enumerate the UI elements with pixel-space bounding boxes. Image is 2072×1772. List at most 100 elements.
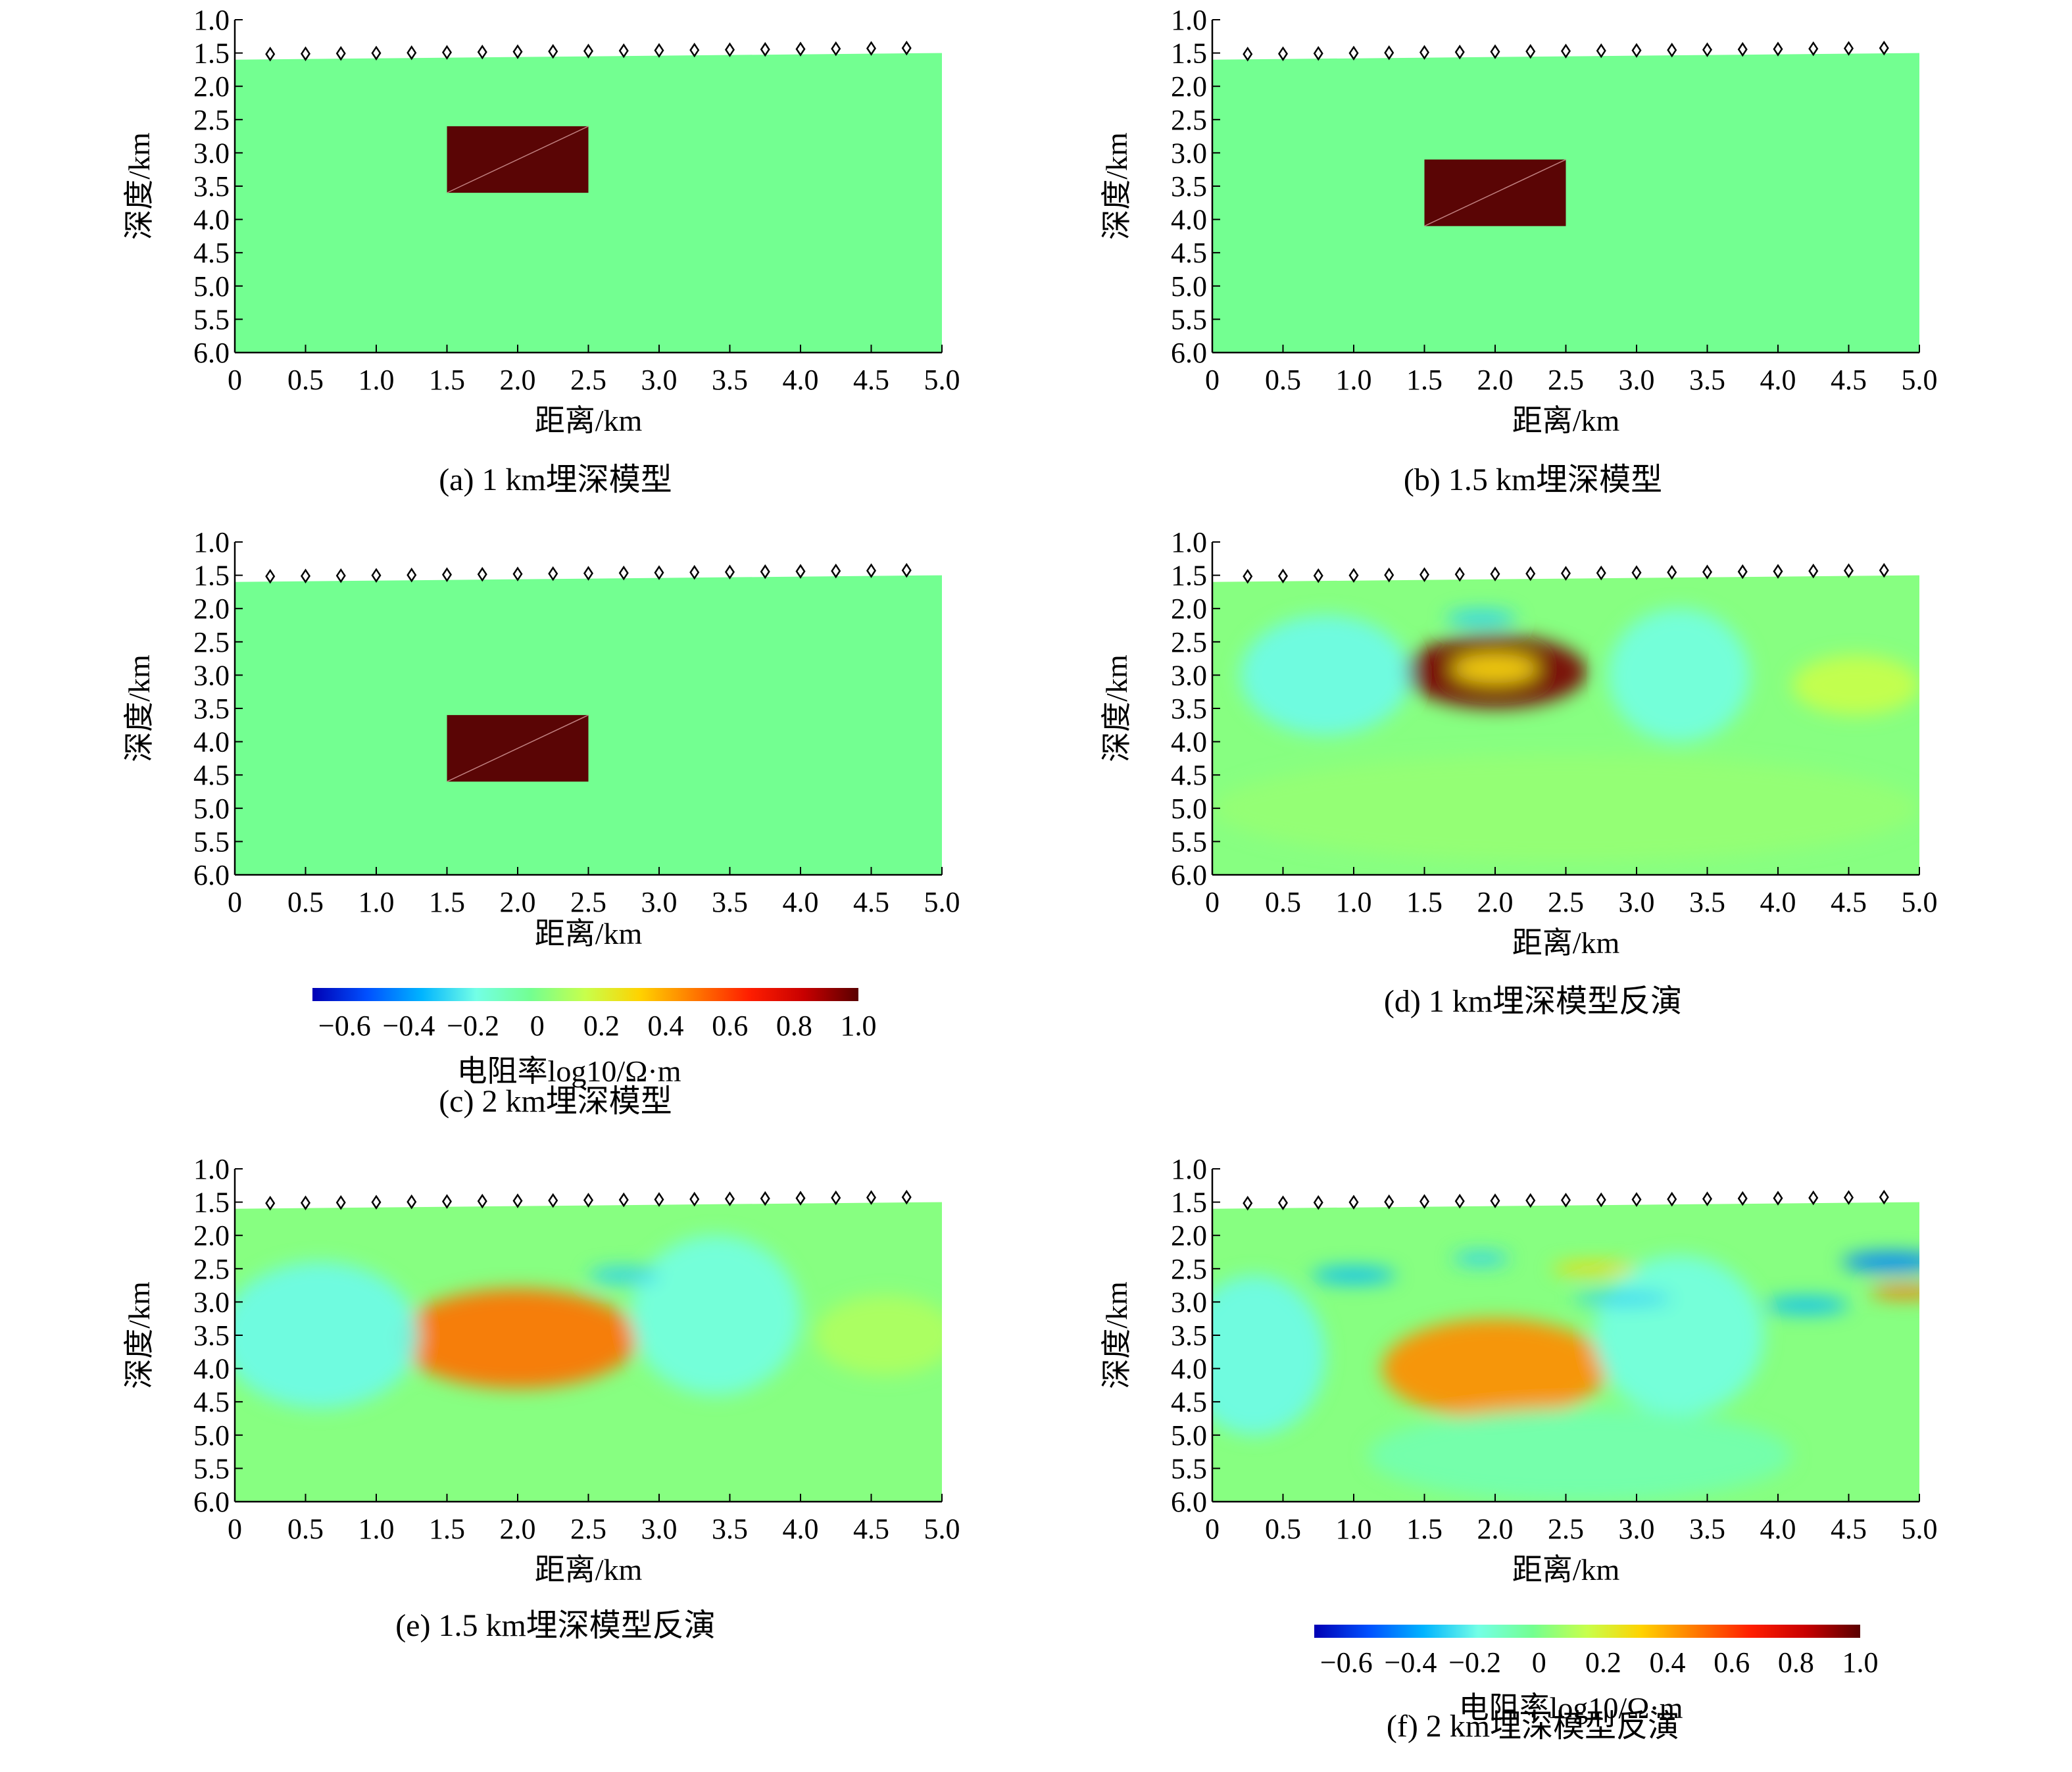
x-tick-label: 1.0	[1336, 364, 1372, 396]
station-marker	[583, 1193, 594, 1208]
x-axis-label: 距离/km	[1512, 404, 1620, 437]
y-tick-label: 5.0	[1171, 270, 1207, 303]
x-tick-label: 5.0	[1902, 1513, 1938, 1545]
station-marker	[654, 1192, 664, 1207]
station-marker	[831, 1190, 841, 1206]
x-tick-label: 0.5	[1265, 364, 1301, 396]
y-tick-label: 6.0	[193, 1486, 230, 1518]
anomaly-1	[1212, 1275, 1325, 1435]
x-axis-label: 距离/km	[535, 917, 643, 950]
y-axis-label: 深度/km	[122, 132, 156, 240]
x-tick-label: 4.5	[1831, 886, 1867, 918]
station-marker	[300, 1195, 311, 1210]
x-tick-label: 1.5	[429, 886, 465, 918]
y-tick-label: 3.5	[1171, 693, 1207, 725]
station-marker	[1737, 41, 1748, 57]
station-marker	[1454, 1193, 1465, 1209]
x-tick-label: 4.0	[1760, 1513, 1796, 1545]
x-tick-label: 1.0	[1336, 1513, 1372, 1545]
colorbar-tick-label: −0.4	[383, 1010, 435, 1042]
y-tick-label: 1.0	[193, 526, 230, 558]
station-marker	[1313, 568, 1323, 583]
x-tick-label: 5.0	[1902, 364, 1938, 396]
station-marker	[407, 1194, 417, 1210]
colorbar-tick-label: 0.2	[583, 1010, 620, 1042]
y-tick-label: 5.0	[193, 270, 230, 303]
station-marker	[441, 1194, 453, 1209]
station-marker	[1667, 1191, 1677, 1207]
panel-e: 1.01.52.02.53.03.54.04.55.05.56.00 0.5 1.0…	[122, 1153, 960, 1643]
anomaly-2	[631, 1235, 801, 1396]
station-marker	[407, 567, 417, 583]
background-field	[235, 575, 942, 875]
anomaly-0	[1382, 1318, 1608, 1419]
x-tick-label: 0.5	[1265, 1513, 1301, 1545]
y-tick-label: 4.5	[1171, 759, 1207, 791]
colorbar-tick-label: 0.4	[648, 1010, 684, 1042]
x-tick-label: 0	[1205, 1513, 1220, 1545]
anomaly-7	[1764, 1297, 1849, 1314]
station-marker	[1560, 1193, 1571, 1208]
station-marker	[1667, 42, 1677, 58]
y-tick-label: 2.5	[1171, 626, 1207, 658]
x-tick-label: 1.5	[429, 364, 465, 396]
x-axis-label: 距离/km	[535, 1553, 643, 1587]
anomaly-5	[1573, 1292, 1672, 1306]
station-marker	[1879, 40, 1889, 56]
station-marker	[831, 563, 841, 579]
x-tick-label: 3.5	[1689, 886, 1725, 918]
anomaly-1	[1452, 654, 1538, 683]
panel-caption: (c) 2 km埋深模型	[439, 1084, 672, 1119]
station-marker	[441, 567, 453, 582]
colorbar-tick-label: 0.6	[712, 1010, 748, 1042]
anomaly-4	[814, 1295, 942, 1375]
x-axis-label: 距离/km	[1512, 926, 1620, 960]
x-tick-label: 0.5	[287, 1513, 324, 1545]
y-tick-label: 5.5	[193, 1452, 230, 1485]
y-tick-label: 3.0	[1171, 1286, 1207, 1318]
resistivity-field	[1212, 53, 1919, 353]
colorbar-tick-label: −0.4	[1385, 1646, 1437, 1679]
station-marker	[548, 566, 558, 581]
x-tick-label: 3.5	[1689, 364, 1725, 396]
y-tick-label: 3.0	[193, 137, 230, 169]
x-tick-label: 5.0	[1902, 886, 1938, 918]
station-marker	[1702, 1191, 1713, 1206]
station-marker	[1490, 44, 1500, 59]
station-marker	[335, 568, 346, 583]
y-tick-label: 4.0	[193, 1353, 230, 1385]
station-marker	[795, 1191, 806, 1206]
y-axis-label: 深度/km	[1100, 132, 1133, 240]
station-marker	[441, 45, 453, 60]
station-marker	[1419, 567, 1430, 582]
station-marker	[1454, 44, 1465, 60]
anomaly-2	[1594, 1255, 1764, 1415]
x-tick-label: 0	[228, 364, 242, 396]
colorbar-title: 电阻率log10/Ω·m	[457, 1054, 681, 1088]
y-tick-label: 2.0	[193, 70, 230, 103]
station-marker	[654, 565, 664, 580]
panel-c: 1.01.52.02.53.03.54.04.55.05.56.00 0.5 1.0…	[122, 526, 960, 1119]
x-tick-label: 1.5	[1406, 1513, 1443, 1545]
station-marker	[1879, 1189, 1889, 1205]
station-marker	[1843, 563, 1854, 578]
colorbar-title: 电阻率log10/Ω·m	[1459, 1691, 1683, 1725]
station-marker	[1631, 1192, 1642, 1207]
anomaly-3	[588, 1267, 659, 1284]
station-marker	[1631, 565, 1642, 580]
y-tick-label: 4.5	[1171, 1386, 1207, 1418]
x-tick-label: 4.5	[1831, 1513, 1867, 1545]
panel-a: 1.01.52.02.53.03.54.04.55.05.56.00 0.5 1.0…	[122, 4, 960, 497]
background-field	[235, 53, 942, 353]
station-marker	[477, 1193, 487, 1209]
y-tick-label: 3.0	[1171, 659, 1207, 691]
x-tick-label: 1.5	[429, 1513, 465, 1545]
station-marker	[689, 1191, 700, 1207]
station-marker	[724, 564, 735, 579]
anomaly-4	[1452, 1252, 1510, 1266]
y-tick-label: 1.0	[1171, 4, 1207, 36]
station-marker	[760, 1191, 770, 1206]
y-tick-label: 2.0	[193, 593, 230, 625]
colorbar-tick-label: 0.8	[776, 1010, 812, 1042]
x-tick-label: 3.5	[712, 886, 748, 918]
